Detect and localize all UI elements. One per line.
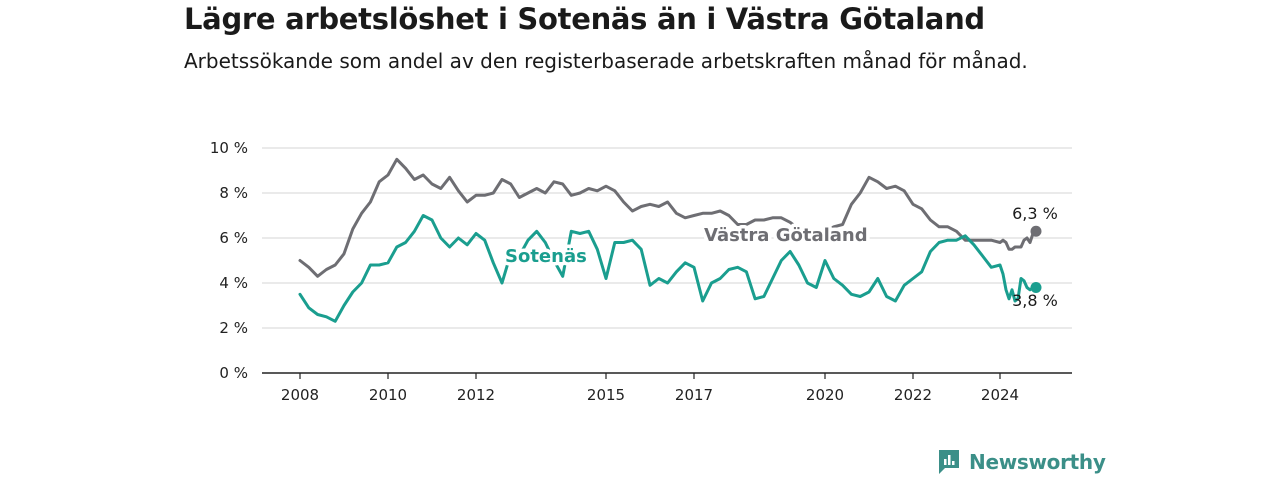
series-name-label: Västra Götaland <box>704 225 868 246</box>
x-tick-label: 2022 <box>894 386 932 404</box>
series-labels: 6,3 % 3,8 % Sotenäs Västra Götaland <box>502 204 1058 310</box>
newsworthy-logo-icon <box>939 450 959 474</box>
series-line-sotenas <box>298 214 1038 323</box>
series-end-marker <box>1030 282 1042 293</box>
y-tick-label: 4 % <box>219 274 248 292</box>
series-end-marker <box>1030 225 1042 237</box>
y-tick-label: 2 % <box>219 319 248 337</box>
x-axis: 2008 2010 2012 2015 2017 2020 2022 2024 <box>281 373 1019 404</box>
chart-subtitle: Arbetssökande som andel av den registerb… <box>184 49 1028 73</box>
x-tick-label: 2010 <box>369 386 407 404</box>
y-tick-label: 10 % <box>210 139 248 157</box>
x-tick-label: 2024 <box>981 386 1019 404</box>
series-end-value-label: 3,8 % <box>1012 291 1058 310</box>
y-axis: 0 % 2 % 4 % 6 % 8 % 10 % <box>210 139 248 382</box>
x-tick-label: 2017 <box>675 386 713 404</box>
series-line-vastra-gotaland <box>298 157 1038 278</box>
x-tick-label: 2020 <box>806 386 844 404</box>
series-lines <box>298 157 1042 323</box>
y-tick-label: 0 % <box>219 364 248 382</box>
series-name-label: Sotenäs <box>505 246 587 267</box>
y-tick-label: 6 % <box>219 229 248 247</box>
y-tick-label: 8 % <box>219 184 248 202</box>
chart-title: Lägre arbetslöshet i Sotenäs än i Västra… <box>184 2 985 36</box>
x-tick-label: 2012 <box>457 386 495 404</box>
x-tick-label: 2015 <box>587 386 625 404</box>
brand-name: Newsworthy <box>969 450 1106 474</box>
grid-lines <box>262 147 1072 374</box>
brand[interactable]: Newsworthy <box>937 448 1106 476</box>
x-tick-label: 2008 <box>281 386 319 404</box>
series-end-value-label: 6,3 % <box>1012 204 1058 223</box>
